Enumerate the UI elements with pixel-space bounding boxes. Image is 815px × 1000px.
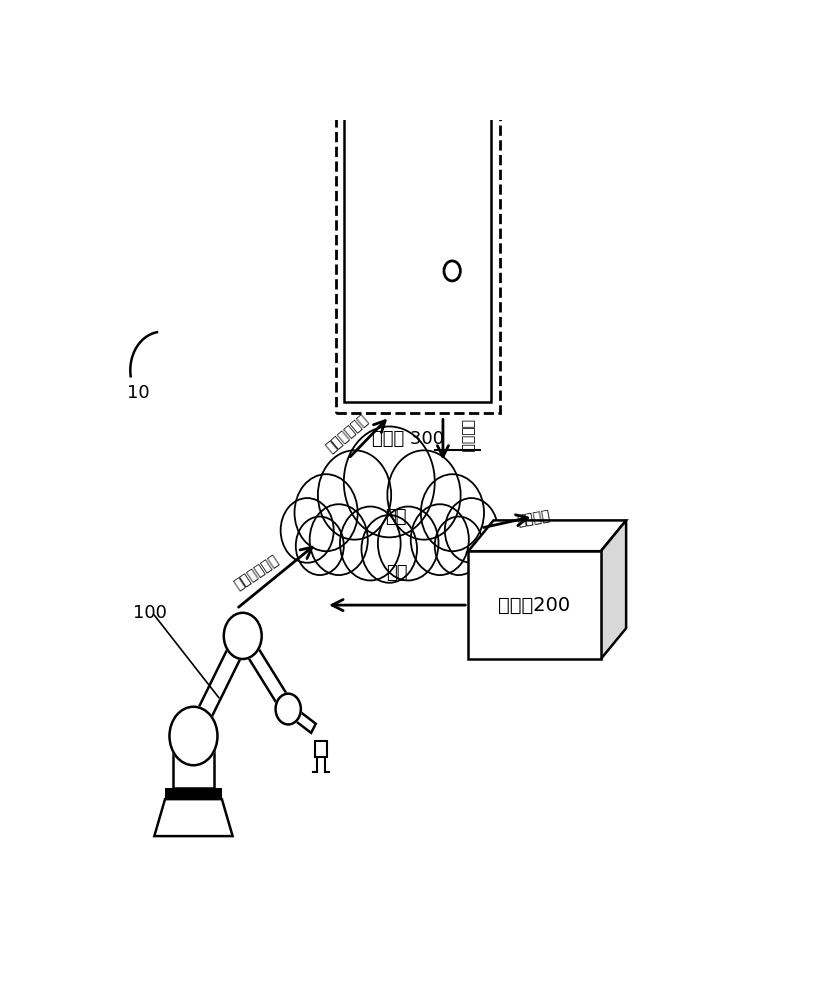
Circle shape <box>445 498 498 563</box>
Circle shape <box>310 504 368 575</box>
Circle shape <box>378 507 438 580</box>
Polygon shape <box>238 631 293 714</box>
Bar <box>336 105 500 413</box>
Circle shape <box>296 517 344 575</box>
Circle shape <box>344 426 434 537</box>
Circle shape <box>170 707 218 765</box>
Text: 服务器 300: 服务器 300 <box>372 430 444 448</box>
Polygon shape <box>187 631 249 741</box>
Circle shape <box>340 507 401 580</box>
Text: 10: 10 <box>127 384 150 402</box>
Circle shape <box>362 515 417 583</box>
Polygon shape <box>468 520 626 551</box>
Circle shape <box>275 694 301 724</box>
Circle shape <box>318 450 391 540</box>
Text: 100: 100 <box>134 604 167 622</box>
Bar <box>315 741 328 757</box>
Circle shape <box>444 261 460 281</box>
Circle shape <box>294 474 358 551</box>
Polygon shape <box>286 704 316 733</box>
Circle shape <box>411 504 469 575</box>
Text: 网络: 网络 <box>385 508 407 526</box>
Text: 环境交互数据: 环境交互数据 <box>323 412 370 455</box>
Circle shape <box>387 450 460 540</box>
Text: 环境交互数据: 环境交互数据 <box>231 553 281 592</box>
Text: 控制: 控制 <box>386 564 408 582</box>
Polygon shape <box>154 799 232 836</box>
Circle shape <box>280 498 333 563</box>
Circle shape <box>421 474 484 551</box>
Polygon shape <box>601 520 626 659</box>
Circle shape <box>224 613 262 659</box>
Bar <box>165 788 222 799</box>
Text: 训练过程: 训练过程 <box>460 419 474 452</box>
Text: 智能体200: 智能体200 <box>499 596 570 615</box>
Bar <box>468 551 601 659</box>
Circle shape <box>434 517 482 575</box>
Bar <box>345 115 491 402</box>
Bar <box>173 736 214 788</box>
Text: 训练过程: 训练过程 <box>516 509 551 528</box>
